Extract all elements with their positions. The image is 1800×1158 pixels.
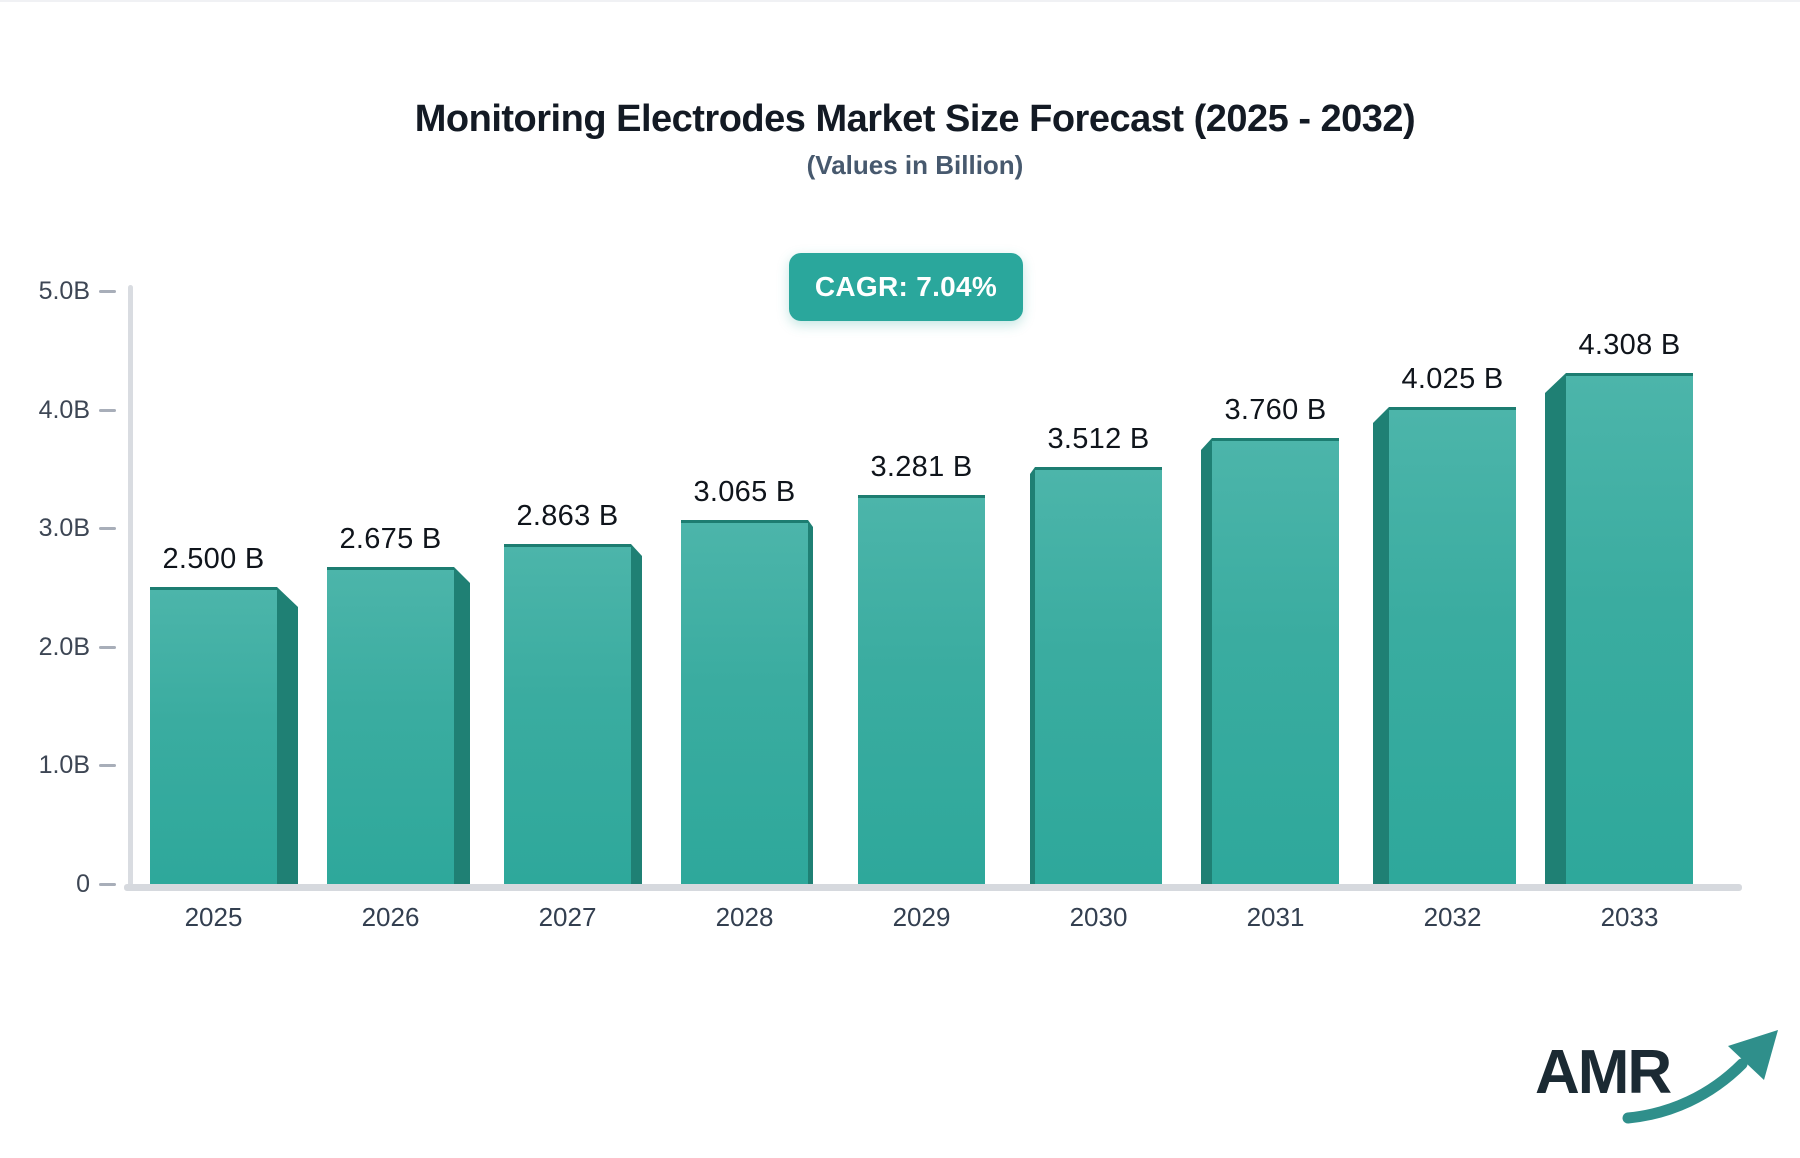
bar-value-label: 3.760 B [1224,394,1327,426]
x-axis-label: 2032 [1423,902,1482,932]
y-axis-tick-label: 2.0B [38,632,90,661]
y-axis-tick-label: 0 [76,870,90,898]
bar-value-label: 3.281 B [870,451,973,483]
y-axis-line [128,285,133,891]
y-axis-tick-mark [99,527,116,531]
bar-side-2033 [1545,373,1566,884]
x-axis-label: 2026 [361,902,420,932]
bar-2026 [327,567,454,884]
bar-side-2032 [1373,407,1389,884]
bar-2032 [1389,407,1516,884]
y-axis-tick-mark [99,290,116,293]
x-axis-label: 2028 [715,902,774,932]
x-axis-baseline [124,884,1742,891]
bar-side-2027 [631,544,642,884]
bar-side-2030 [1030,467,1035,884]
y-axis-tick-mark [99,645,116,649]
chart-subtitle: (Values in Billion) [806,150,1024,180]
x-axis-label: 2029 [892,902,951,932]
bar-value-label: 2.863 B [516,500,619,532]
x-axis-label: 2027 [538,902,597,932]
amr-logo: AMR [1530,1022,1780,1132]
cagr-badge: CAGR: 7.04% [789,253,1023,321]
bar-value-label: 3.512 B [1047,423,1150,455]
y-axis-tick-label: 3.0B [38,514,90,543]
bar-value-label: 4.308 B [1578,329,1681,361]
bar-2033 [1566,373,1693,884]
bar-side-2025 [277,587,298,884]
bar-value-label: 4.025 B [1401,363,1504,395]
y-axis-tick-mark [99,883,116,886]
bar-2025 [150,587,277,884]
bar-value-label: 2.675 B [339,523,442,555]
x-axis-label: 2030 [1069,902,1128,932]
y-axis-tick-mark [99,764,116,768]
bar-2030 [1035,467,1162,884]
bar-side-2026 [454,567,470,884]
x-axis-label: 2025 [184,902,243,932]
y-axis-tick-label: 4.0B [38,395,90,424]
bar-2031 [1212,438,1339,884]
bar-value-label: 2.500 B [162,543,265,575]
x-axis-label: 2033 [1600,902,1659,932]
y-axis-tick-mark [99,408,116,412]
bar-2029 [858,495,985,884]
chart-title: Monitoring Electrodes Market Size Foreca… [414,98,1416,140]
x-axis-label: 2031 [1246,902,1305,932]
bar-2028 [681,520,808,884]
y-axis-tick-label: 5.0B [38,277,90,305]
bar-side-2028 [808,520,813,884]
bar-side-2031 [1201,438,1212,884]
growth-arrow-icon [1622,1030,1778,1124]
amr-logo-text: AMR [1535,1038,1672,1107]
bar-value-label: 3.065 B [693,476,796,508]
bar-2027 [504,544,631,884]
y-axis-tick-label: 1.0B [38,751,90,780]
cagr-badge-label: CAGR: 7.04% [814,271,998,302]
